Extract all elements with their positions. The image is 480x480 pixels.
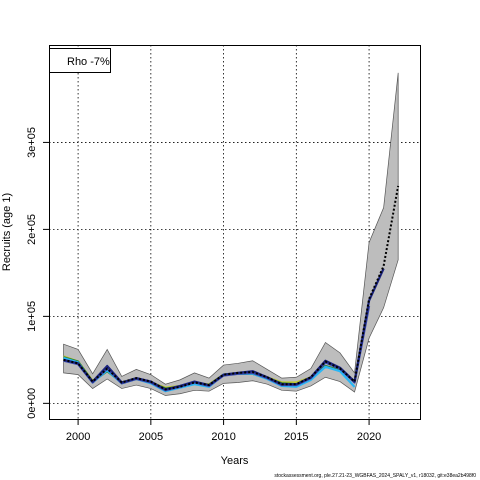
x-axis: 2000 2005 2010 2015 2020 bbox=[66, 419, 381, 443]
grid-lines bbox=[49, 45, 420, 419]
legend: Rho -7% bbox=[49, 48, 111, 73]
confidence-band-area bbox=[63, 72, 399, 396]
footer-text: stockassessment.org, ple.27.21-23_WGBFAS… bbox=[274, 473, 476, 479]
legend-text: Rho -7% bbox=[67, 56, 110, 68]
x-tick-label: 2000 bbox=[66, 431, 90, 443]
y-tick-label: 1e+05 bbox=[26, 301, 38, 332]
y-tick-label: 0e+00 bbox=[26, 388, 38, 419]
y-tick-label: 3e+05 bbox=[26, 127, 38, 158]
confidence-band bbox=[63, 72, 399, 396]
legend-box bbox=[49, 48, 111, 73]
x-tick-label: 2010 bbox=[211, 431, 235, 443]
plot-frame bbox=[49, 45, 421, 420]
y-axis-title: Recruits (age 1) bbox=[1, 193, 13, 271]
series-line-estimate bbox=[63, 185, 400, 391]
x-axis-title: Years bbox=[221, 455, 249, 467]
series-lines bbox=[63, 185, 400, 393]
x-tick-label: 2020 bbox=[357, 431, 381, 443]
x-tick-label: 2005 bbox=[139, 431, 163, 443]
y-tick-label: 2e+05 bbox=[26, 214, 38, 245]
x-tick-label: 2015 bbox=[284, 431, 308, 443]
y-axis: 0e+00 1e+05 2e+05 3e+05 bbox=[26, 127, 49, 419]
